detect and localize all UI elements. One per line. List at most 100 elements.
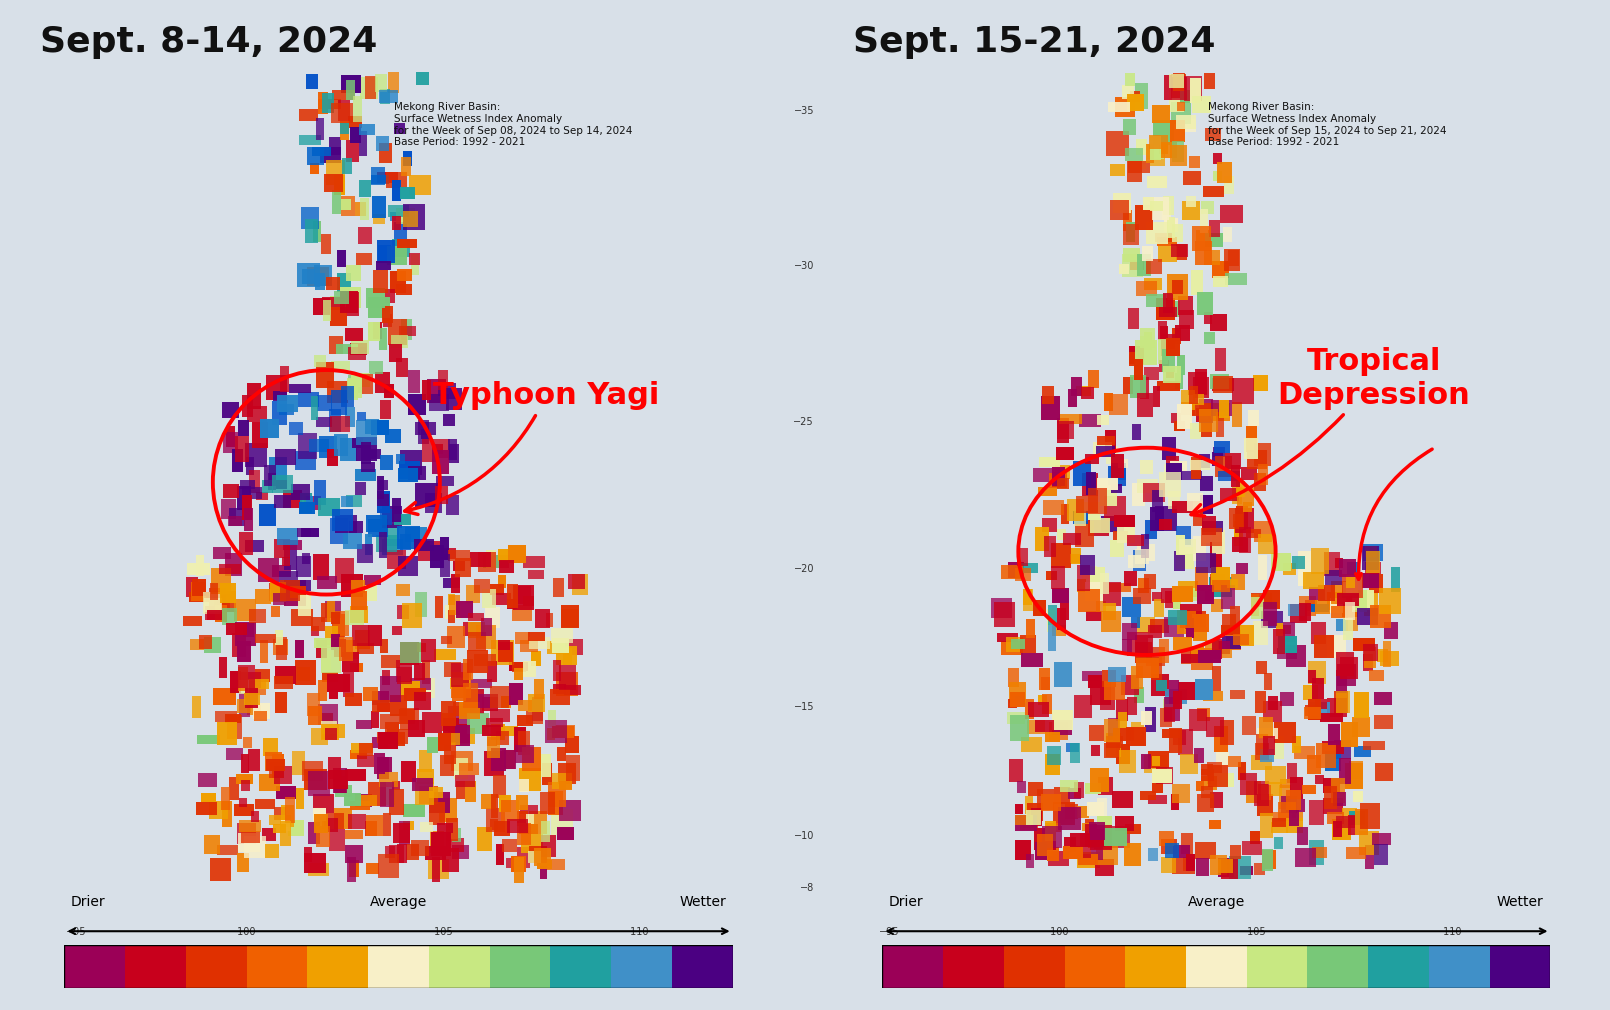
Bar <box>385 289 394 303</box>
Bar <box>509 662 528 671</box>
Bar <box>1219 452 1232 465</box>
Bar <box>1325 750 1341 771</box>
Bar <box>428 787 443 798</box>
Bar <box>1204 250 1220 265</box>
Bar <box>1193 536 1206 562</box>
Bar <box>430 802 444 825</box>
Bar <box>401 681 420 695</box>
Bar <box>353 437 362 447</box>
Bar <box>1336 692 1349 712</box>
Bar <box>237 641 251 663</box>
Bar <box>327 601 335 622</box>
Bar <box>1274 722 1296 743</box>
Bar <box>396 843 407 864</box>
Bar <box>1180 653 1203 664</box>
Bar <box>1235 508 1254 533</box>
Bar <box>1193 377 1209 398</box>
Bar <box>1214 276 1228 287</box>
Bar <box>546 613 554 627</box>
Bar <box>452 828 460 841</box>
Bar <box>396 358 409 377</box>
Bar <box>238 681 250 694</box>
Bar <box>356 720 372 728</box>
Bar <box>1014 696 1026 707</box>
Bar <box>1228 755 1241 767</box>
Bar <box>354 469 375 481</box>
Bar <box>551 809 573 835</box>
Bar <box>333 639 346 656</box>
Bar <box>1153 592 1162 601</box>
Bar <box>1096 816 1113 829</box>
Bar <box>1233 514 1243 527</box>
Bar <box>209 588 225 612</box>
Bar <box>1151 755 1159 767</box>
Bar <box>325 728 338 740</box>
Bar <box>245 689 259 708</box>
Bar <box>1315 743 1336 769</box>
Bar <box>1175 243 1187 261</box>
Bar <box>1046 571 1056 580</box>
Bar <box>1243 502 1253 512</box>
Bar <box>198 735 219 744</box>
Bar <box>306 75 319 89</box>
Bar <box>1009 760 1022 782</box>
Bar <box>1156 680 1167 691</box>
Bar <box>1333 792 1346 806</box>
Bar <box>388 845 404 864</box>
Bar <box>1256 728 1278 739</box>
Bar <box>1312 679 1325 699</box>
Bar <box>1262 849 1274 871</box>
Bar <box>557 764 576 785</box>
Bar <box>1175 325 1190 340</box>
Bar <box>438 798 457 822</box>
Bar <box>1090 768 1109 793</box>
Bar <box>1195 369 1208 394</box>
Bar <box>393 498 401 522</box>
Bar <box>356 794 372 807</box>
Bar <box>1196 781 1204 791</box>
Bar <box>1018 547 1027 566</box>
Bar <box>383 539 404 556</box>
Bar <box>248 384 261 409</box>
Bar <box>1014 804 1024 814</box>
Bar <box>1179 581 1198 597</box>
Bar <box>304 852 327 874</box>
Bar <box>1116 699 1127 721</box>
Bar <box>1209 575 1225 589</box>
Bar <box>1259 464 1269 485</box>
Bar <box>438 371 448 390</box>
Bar <box>229 777 238 801</box>
Bar <box>1172 845 1190 857</box>
Bar <box>459 728 475 744</box>
Bar <box>1183 171 1201 186</box>
Bar <box>1148 847 1158 862</box>
Bar <box>328 136 341 155</box>
Bar <box>438 733 451 751</box>
Bar <box>1373 715 1393 729</box>
Bar <box>1022 589 1032 605</box>
Bar <box>1214 726 1228 751</box>
Bar <box>349 127 362 142</box>
Bar <box>1135 635 1153 655</box>
Bar <box>1185 611 1206 629</box>
Bar <box>365 863 380 875</box>
Bar <box>1359 831 1378 855</box>
Bar <box>312 221 322 242</box>
Bar <box>380 90 398 103</box>
Bar <box>328 409 341 432</box>
Bar <box>351 342 367 356</box>
Bar <box>1061 780 1079 793</box>
Bar <box>192 582 206 601</box>
Bar <box>1254 473 1265 491</box>
Bar <box>322 297 345 310</box>
Bar <box>184 616 201 626</box>
Bar <box>401 761 415 782</box>
Bar <box>452 702 470 716</box>
Bar <box>1056 478 1069 489</box>
Bar <box>346 265 361 281</box>
Bar <box>365 288 385 308</box>
Bar <box>1056 447 1074 461</box>
Bar <box>425 493 441 513</box>
Bar <box>1127 162 1141 182</box>
Bar <box>380 676 401 702</box>
